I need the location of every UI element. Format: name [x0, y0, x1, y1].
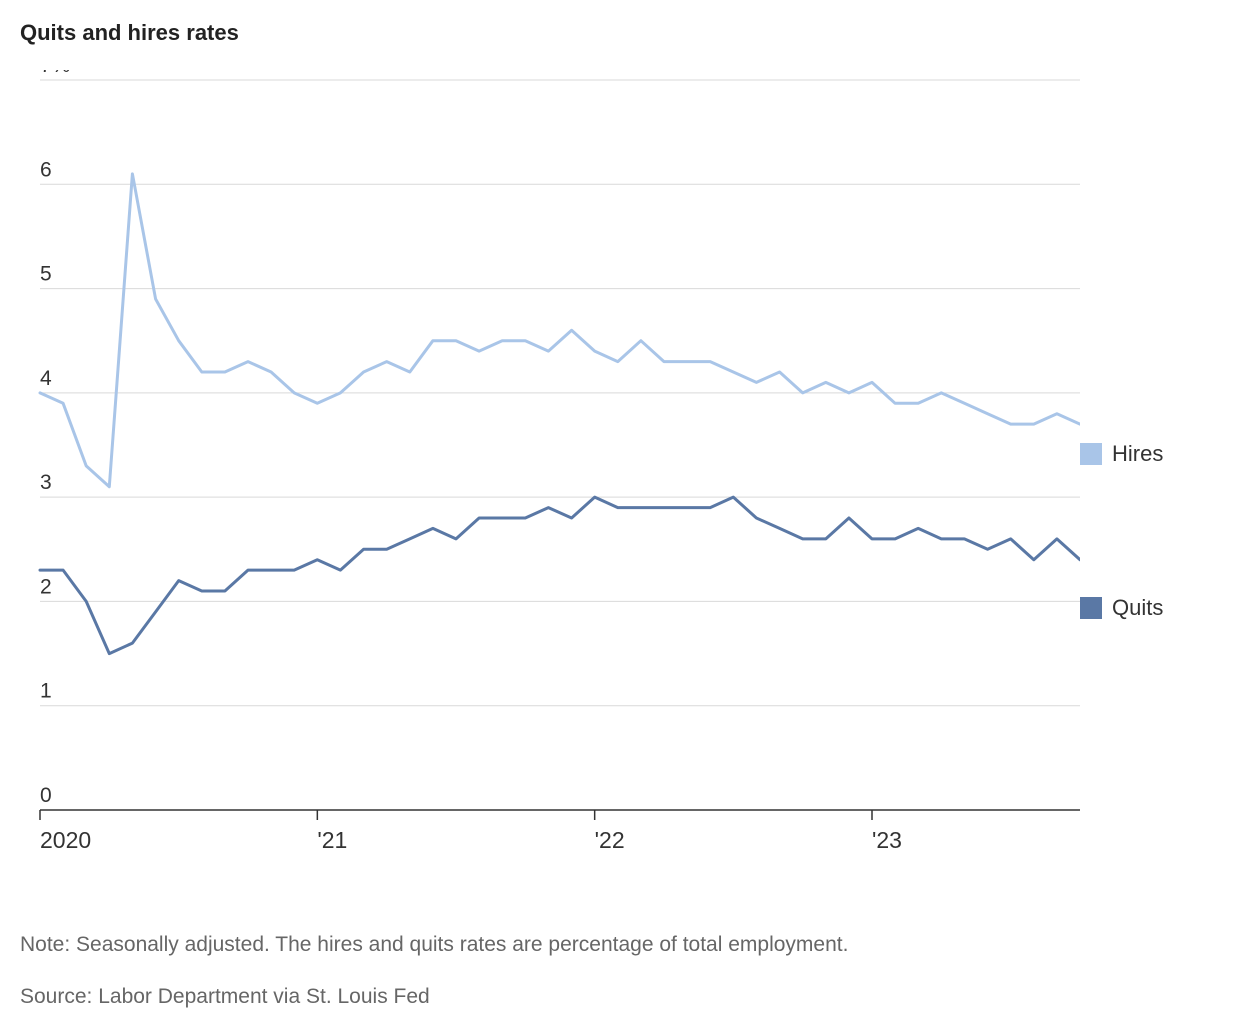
y-tick-label: 2 [40, 575, 52, 598]
x-tick-label: '23 [872, 827, 902, 853]
footnote-source: Source: Labor Department via St. Louis F… [20, 980, 1232, 1014]
legend-swatch [1080, 597, 1102, 619]
y-tick-label: 1 [40, 680, 52, 703]
x-tick-label: '22 [595, 827, 625, 853]
chart-title: Quits and hires rates [20, 20, 1232, 46]
x-tick-label: '21 [317, 827, 347, 853]
legend-swatch [1080, 443, 1102, 465]
chart-body: 0 1 2 3 4 5 6 7% 2020 '21 '22 '23 Hires Quits [20, 70, 1232, 910]
series-line-hires [40, 174, 1080, 487]
y-tick-label: 4 [40, 367, 52, 390]
legend-item-hires: Hires [1080, 441, 1163, 467]
y-tick-label: 7% [40, 70, 70, 77]
legend-label: Hires [1112, 441, 1163, 467]
y-tick-label: 3 [40, 471, 52, 494]
legend-item-quits: Quits [1080, 595, 1163, 621]
y-tick-label: 0 [40, 784, 52, 807]
chart-container: Quits and hires rates 0 1 2 3 4 5 6 7% 2020 '21 '2… [20, 20, 1232, 1013]
x-tick-label: 2020 [40, 827, 91, 853]
legend-label: Quits [1112, 595, 1163, 621]
y-tick-label: 5 [40, 263, 52, 286]
series-line-quits [40, 497, 1080, 653]
legend: Hires Quits [1080, 70, 1220, 910]
footnote-note: Note: Seasonally adjusted. The hires and… [20, 928, 1232, 962]
plot-area: 0 1 2 3 4 5 6 7% 2020 '21 '22 '23 [20, 70, 1080, 910]
y-tick-label: 6 [40, 158, 52, 181]
